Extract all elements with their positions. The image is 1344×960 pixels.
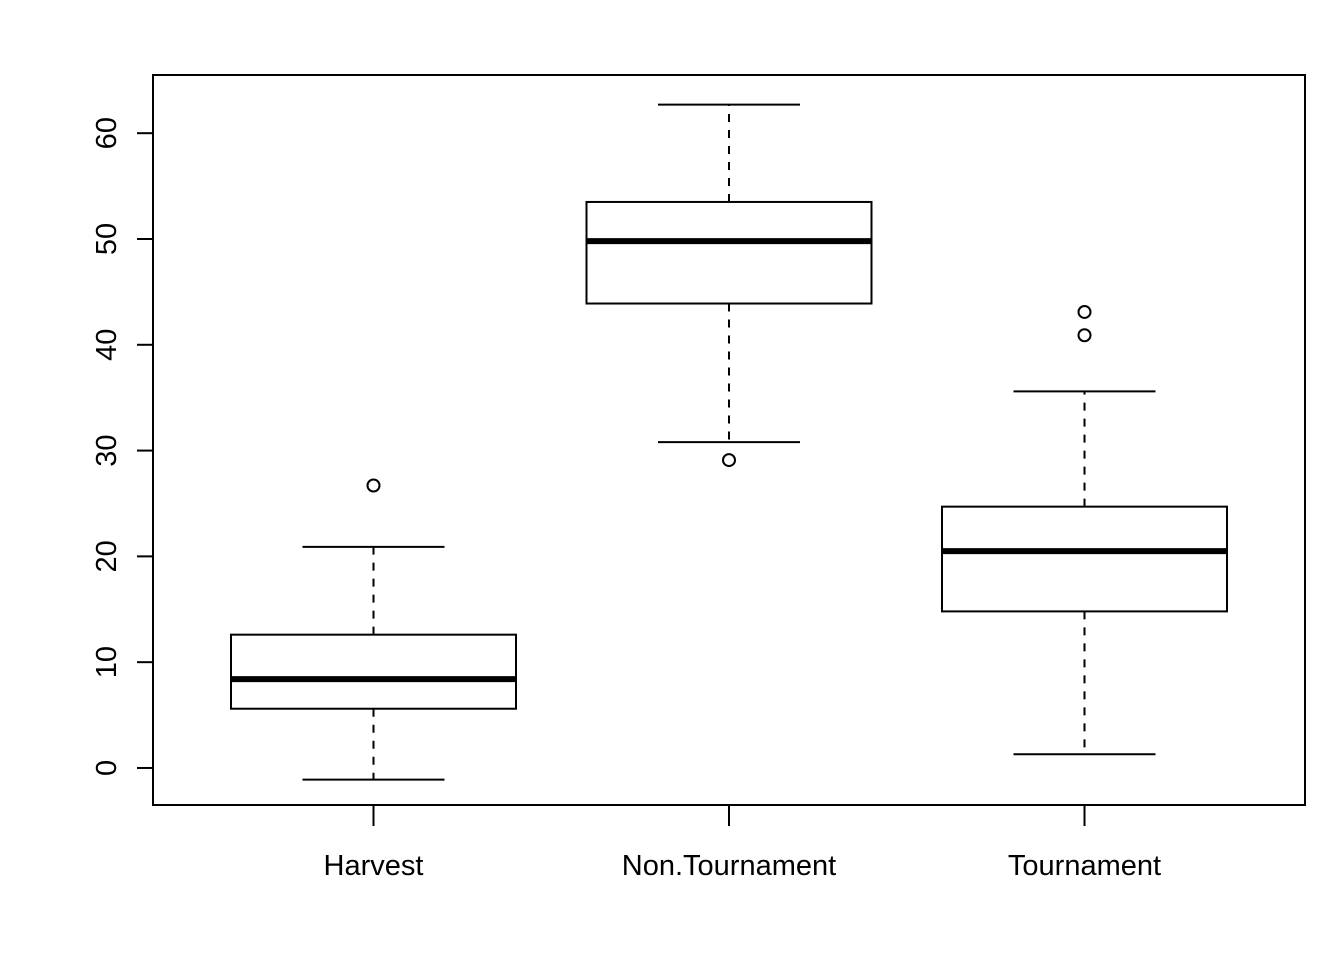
y-tick-label: 20 xyxy=(91,540,123,572)
iqr-box xyxy=(941,505,1228,613)
box-group-tournament xyxy=(941,304,1228,756)
y-tick-label: 0 xyxy=(91,760,123,776)
plot-frame xyxy=(152,74,1306,806)
x-tick-label: Non.Tournament xyxy=(622,850,836,882)
outlier-point xyxy=(366,478,381,493)
outlier-point xyxy=(1077,304,1092,319)
y-tick-label: 30 xyxy=(91,434,123,466)
box-group-non-tournament xyxy=(585,103,873,468)
iqr-box xyxy=(230,633,517,710)
y-tick-label: 40 xyxy=(91,329,123,361)
box-group-harvest xyxy=(230,478,517,781)
iqr-box xyxy=(585,200,873,305)
y-tick-label: 60 xyxy=(91,117,123,149)
boxes-group xyxy=(230,103,1228,781)
y-tick-label: 50 xyxy=(91,223,123,255)
outlier-point xyxy=(1077,328,1092,343)
y-tick-label: 10 xyxy=(91,646,123,678)
outlier-point xyxy=(722,453,736,468)
x-tick-label: Tournament xyxy=(1008,850,1161,882)
x-tick-label: Harvest xyxy=(324,850,424,882)
